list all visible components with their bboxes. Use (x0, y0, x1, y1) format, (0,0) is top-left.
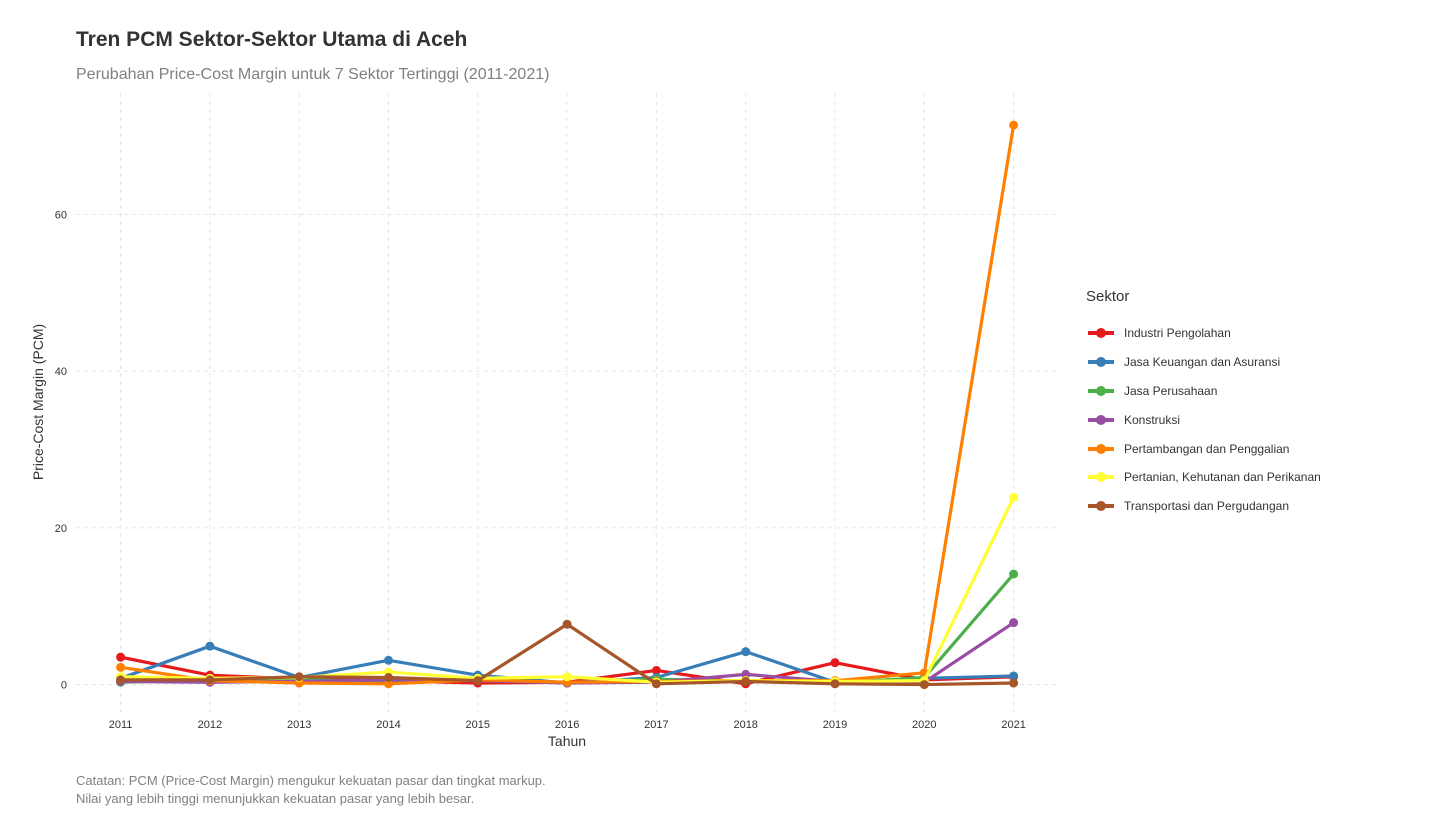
legend-item: Transportasi dan Pergudangan (1086, 492, 1321, 521)
y-tick-label: 60 (55, 209, 67, 221)
legend-label: Pertanian, Kehutanan dan Perikanan (1124, 470, 1321, 485)
legend: Sektor Industri Pengolahan Jasa Keuangan … (1086, 288, 1321, 521)
data-point-transportasi-dan-pergudangan (116, 675, 126, 685)
legend-items: Industri Pengolahan Jasa Keuangan dan Asu… (1086, 319, 1321, 521)
series-lines (116, 120, 1019, 690)
data-point-transportasi-dan-pergudangan (205, 675, 215, 685)
legend-label: Pertambangan dan Penggalian (1124, 441, 1290, 456)
x-tick-label: 2018 (733, 719, 757, 731)
data-point-industri-pengolahan (116, 652, 126, 662)
data-point-transportasi-dan-pergudangan (919, 680, 929, 690)
caption-line-1: Catatan: PCM (Price-Cost Margin) menguku… (76, 773, 546, 788)
x-tick-label: 2013 (287, 719, 311, 731)
chart-title: Tren PCM Sektor-Sektor Utama di Aceh (76, 28, 468, 51)
data-point-pertambangan-dan-penggalian (1009, 120, 1019, 130)
legend-key (1088, 413, 1114, 427)
data-point-transportasi-dan-pergudangan (294, 672, 304, 682)
x-tick-label: 2019 (823, 719, 847, 731)
legend-key (1088, 384, 1114, 398)
data-point-jasa-keuangan-dan-asuransi (1009, 671, 1019, 681)
legend-label: Jasa Keuangan dan Asuransi (1124, 355, 1281, 370)
data-point-transportasi-dan-pergudangan (562, 619, 572, 629)
legend-item: Pertambangan dan Penggalian (1086, 434, 1321, 463)
legend-item: Jasa Perusahaan (1086, 377, 1321, 406)
y-tick-label: 20 (55, 523, 67, 535)
chart-subtitle: Perubahan Price-Cost Margin untuk 7 Sekt… (76, 66, 550, 83)
axis-ticks: 2011 2012 2013 2014 2015 2016 2017 2018 2019 2020… (55, 209, 1026, 731)
data-point-jasa-perusahaan (1009, 569, 1019, 579)
data-point-transportasi-dan-pergudangan (830, 679, 840, 689)
x-tick-label: 2021 (1001, 719, 1025, 731)
legend-item: Pertanian, Kehutanan dan Perikanan (1086, 463, 1321, 492)
x-axis-label: Tahun (548, 733, 586, 749)
data-point-pertambangan-dan-penggalian (116, 662, 126, 672)
data-point-transportasi-dan-pergudangan (384, 673, 393, 683)
x-tick-label: 2014 (376, 719, 400, 731)
legend-label: Jasa Perusahaan (1124, 383, 1218, 398)
caption-line-2: Nilai yang lebih tinggi menunjukkan keku… (76, 791, 475, 806)
data-point-jasa-keuangan-dan-asuransi (741, 647, 751, 657)
y-tick-label: 40 (55, 366, 67, 378)
legend-label: Konstruksi (1124, 412, 1181, 427)
legend-item: Industri Pengolahan (1086, 319, 1321, 348)
data-point-transportasi-dan-pergudangan (741, 676, 751, 686)
legend-label: Transportasi dan Pergudangan (1124, 499, 1289, 514)
legend-key (1088, 470, 1114, 484)
y-axis-label: Price-Cost Margin (PCM) (30, 324, 46, 480)
x-tick-label: 2020 (912, 719, 936, 731)
legend-item: Konstruksi (1086, 405, 1321, 434)
data-point-pertambangan-dan-penggalian (384, 679, 393, 689)
data-point-konstruksi (1009, 618, 1019, 628)
legend-item: Jasa Keuangan dan Asuransi (1086, 348, 1321, 377)
y-tick-label: 0 (61, 680, 67, 692)
x-tick-label: 2016 (555, 719, 579, 731)
grid-lines (76, 93, 1056, 712)
legend-key (1088, 326, 1114, 340)
data-point-transportasi-dan-pergudangan (651, 679, 661, 689)
legend-key (1088, 499, 1114, 513)
data-point-konstruksi (741, 669, 751, 679)
data-point-industri-pengolahan (830, 658, 840, 668)
data-point-pertanian-kehutanan-dan-perikanan (562, 672, 572, 682)
data-point-transportasi-dan-pergudangan (1009, 678, 1019, 688)
legend-key (1088, 442, 1114, 456)
data-point-jasa-keuangan-dan-asuransi (384, 655, 393, 665)
x-tick-label: 2015 (466, 719, 490, 731)
legend-key (1088, 355, 1114, 369)
x-tick-label: 2012 (198, 719, 222, 731)
data-point-industri-pengolahan (651, 665, 661, 675)
legend-label: Industri Pengolahan (1124, 326, 1231, 341)
caption: Catatan: PCM (Price-Cost Margin) menguku… (76, 772, 546, 808)
line-chart: 2011 2012 2013 2014 2015 2016 2017 2018 2019 2020… (30, 93, 1056, 749)
x-tick-label: 2011 (109, 719, 133, 731)
data-point-pertanian-kehutanan-dan-perikanan (1009, 492, 1019, 502)
data-point-jasa-keuangan-dan-asuransi (205, 641, 215, 651)
legend-title: Sektor (1086, 288, 1130, 305)
x-tick-label: 2017 (644, 719, 668, 731)
data-point-transportasi-dan-pergudangan (473, 676, 483, 686)
